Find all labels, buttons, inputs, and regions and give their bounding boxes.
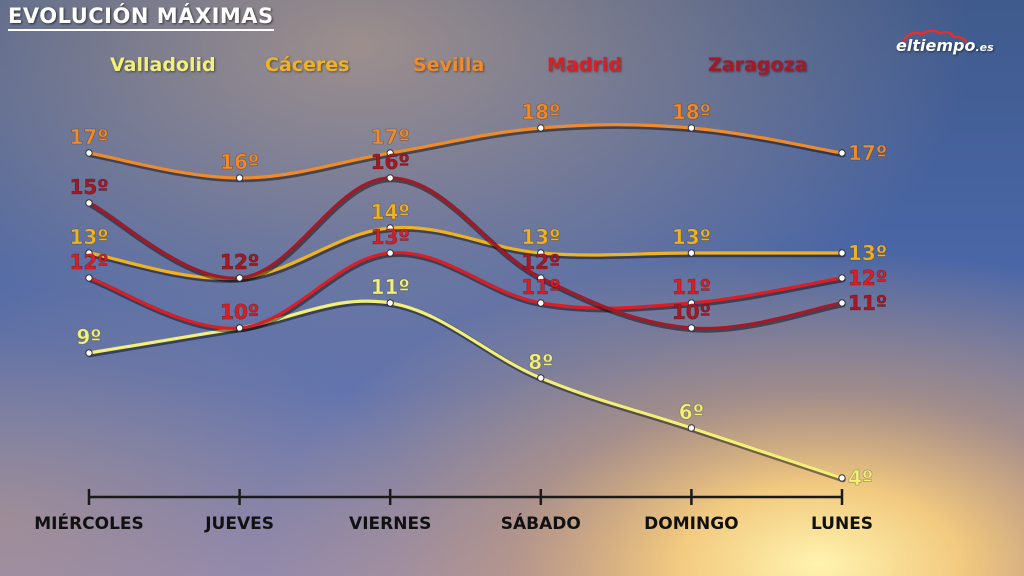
point-madrid-domingo: [687, 299, 696, 307]
point-madrid-lunes: [838, 274, 846, 282]
value-label-madrid-sabado: 11º: [521, 275, 560, 299]
point-madrid-sabado: [537, 299, 545, 307]
x-tick-label-lunes: LUNES: [811, 514, 873, 534]
legend-caceres: Cáceres: [265, 54, 350, 76]
series-line-zaragoza: [87, 176, 844, 331]
point-zaragoza-domingo: [687, 324, 696, 332]
logo-name: eltiempo: [896, 36, 976, 55]
value-label-sevilla-jueves: 16º: [220, 150, 259, 174]
value-label-valladolid-lunes: 4º: [848, 466, 873, 490]
value-label-madrid-domingo: 11º: [672, 275, 711, 299]
value-label-caceres-jueves: 12º: [220, 250, 259, 274]
value-label-valladolid-jueves: 10º: [220, 300, 259, 324]
value-label-caceres-sabado: 13º: [521, 225, 560, 249]
x-tick-label-miercoles: MIÉRCOLES: [34, 512, 144, 534]
eltiempo-logo: eltiempo.es: [896, 28, 1006, 62]
chart-title: EVOLUCIÓN MÁXIMAS: [8, 4, 274, 31]
data-points: [85, 124, 846, 482]
value-label-sevilla-sabado: 18º: [521, 100, 560, 124]
point-valladolid-lunes: [838, 474, 846, 482]
value-label-valladolid-miercoles: 9º: [76, 325, 101, 349]
series-shadow-madrid: [87, 251, 846, 333]
point-sevilla-viernes: [386, 149, 394, 157]
value-label-zaragoza-sabado: 12º: [521, 250, 560, 274]
point-caceres-lunes: [838, 249, 846, 257]
series-line-valladolid: [87, 299, 844, 480]
value-label-sevilla-viernes: 17º: [371, 125, 410, 149]
value-label-valladolid-viernes: 11º: [371, 275, 410, 299]
cloud-icon: [902, 29, 968, 44]
point-madrid-viernes: [386, 249, 394, 257]
value-label-madrid-lunes: 12º: [848, 266, 887, 290]
series-lines: [87, 123, 846, 483]
value-label-zaragoza-domingo: 10º: [672, 300, 711, 324]
point-sevilla-domingo: [687, 124, 696, 132]
point-zaragoza-miercoles: [85, 199, 93, 207]
legend-zaragoza: Zaragoza: [708, 54, 808, 76]
value-label-sevilla-miercoles: 17º: [69, 125, 108, 149]
value-label-sevilla-domingo: 18º: [672, 100, 711, 124]
value-label-sevilla-lunes: 17º: [848, 141, 887, 165]
point-zaragoza-sabado: [537, 274, 545, 282]
value-label-caceres-domingo: 13º: [672, 225, 711, 249]
point-sevilla-lunes: [838, 149, 846, 157]
value-label-zaragoza-miercoles: 15º: [69, 175, 108, 199]
point-valladolid-viernes: [386, 299, 394, 307]
point-madrid-miercoles: [85, 274, 93, 282]
point-caceres-sabado: [537, 249, 545, 257]
x-tick-label-viernes: VIERNES: [349, 514, 431, 534]
legend-madrid: Madrid: [547, 54, 622, 76]
value-label-caceres-lunes: 13º: [848, 241, 887, 265]
legend-sevilla: Sevilla: [413, 54, 485, 76]
point-valladolid-domingo: [687, 424, 696, 432]
x-axis: MIÉRCOLES JUEVES VIERNES SÁBADO DOMINGO LUNES: [34, 489, 873, 534]
value-label-madrid-jueves: 10º: [220, 300, 259, 324]
x-tick-label-sabado: SÁBADO: [501, 512, 581, 534]
point-madrid-jueves: [235, 324, 244, 332]
value-label-caceres-miercoles: 13º: [69, 225, 108, 249]
value-label-zaragoza-lunes: 11º: [848, 291, 887, 315]
logo-tld: .es: [975, 41, 994, 54]
series-line-madrid: [87, 251, 844, 330]
x-tick-label-domingo: DOMINGO: [644, 514, 738, 534]
point-sevilla-miercoles: [85, 149, 93, 157]
point-sevilla-jueves: [235, 174, 244, 182]
point-caceres-miercoles: [85, 249, 93, 257]
point-zaragoza-lunes: [838, 299, 846, 307]
point-sevilla-sabado: [537, 124, 545, 132]
point-valladolid-sabado: [537, 374, 545, 382]
point-valladolid-miercoles: [85, 349, 93, 357]
value-label-zaragoza-viernes: 16º: [371, 150, 410, 174]
value-label-caceres-viernes: 14º: [371, 200, 410, 224]
value-label-madrid-miercoles: 12º: [69, 250, 108, 274]
value-label-zaragoza-jueves: 12º: [220, 250, 259, 274]
value-label-valladolid-domingo: 6º: [679, 400, 704, 424]
point-zaragoza-viernes: [386, 174, 394, 182]
value-label-madrid-viernes: 13º: [371, 225, 410, 249]
legend-valladolid: Valladolid: [110, 54, 216, 76]
series-line-sevilla: [87, 123, 844, 180]
point-zaragoza-jueves: [235, 274, 244, 282]
x-tick-label-jueves: JUEVES: [204, 514, 274, 534]
point-caceres-viernes: [386, 224, 394, 232]
value-label-valladolid-sabado: 8º: [528, 350, 553, 374]
point-caceres-domingo: [687, 249, 696, 257]
